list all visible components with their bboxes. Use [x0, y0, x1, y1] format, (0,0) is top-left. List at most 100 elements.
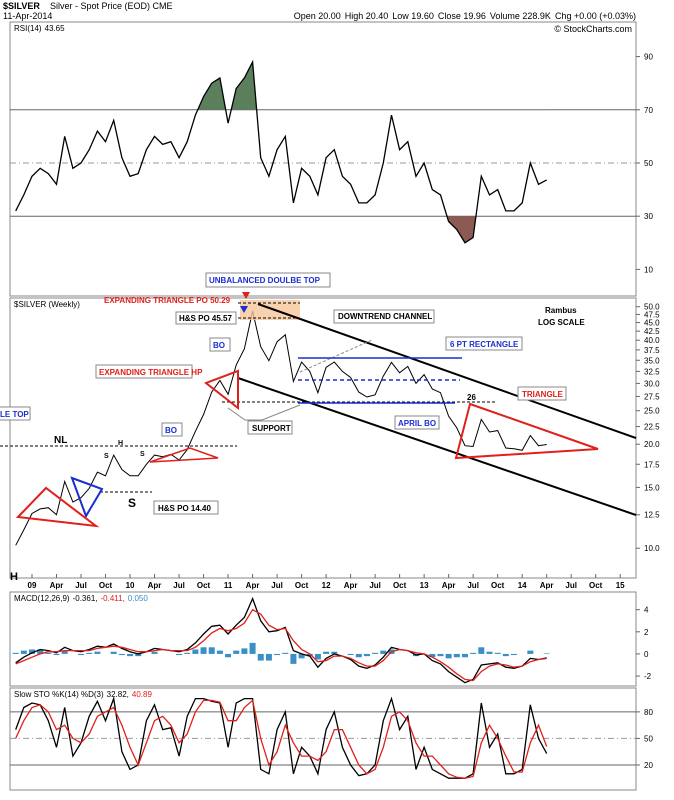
- triangle: [70, 476, 104, 519]
- histogram-bar: [437, 653, 444, 657]
- histogram-bar: [29, 649, 36, 654]
- x-tick-label: Apr: [344, 581, 358, 590]
- annotation: H&S PO 14.40: [158, 504, 211, 513]
- histogram-bar: [216, 650, 223, 654]
- histogram-bar: [110, 651, 117, 654]
- annotation: NL: [54, 435, 67, 446]
- x-tick-label: 12: [322, 581, 331, 590]
- panel-frame: [9, 21, 637, 297]
- y-tick-label: 4: [644, 606, 649, 615]
- legend: $SILVER (Weekly): [14, 300, 80, 309]
- y-tick-label: 12.5: [644, 511, 660, 520]
- legend-value: 32.82,: [107, 690, 129, 699]
- annotation: S: [128, 496, 136, 510]
- quote-item: Chg +0.00 (+0.03%): [555, 11, 636, 21]
- x-tick-label: Jul: [271, 581, 283, 590]
- x-tick-label: Apr: [540, 581, 554, 590]
- annotation: EXPANDING TRIANGLE PO 50.29: [104, 296, 231, 305]
- histogram-bar: [306, 653, 313, 657]
- histogram-bar: [502, 653, 509, 657]
- panel: [15, 310, 547, 546]
- annotation: DOWNTREND CHANNEL: [338, 312, 432, 321]
- y-tick-label: 22.5: [644, 423, 660, 432]
- quote-item: Volume 228.9K: [490, 11, 551, 21]
- x-tick-label: 09: [28, 581, 37, 590]
- annotation: SUPPORT: [252, 424, 291, 433]
- x-tick-label: Jul: [565, 581, 577, 590]
- credit: © StockCharts.com: [554, 24, 632, 34]
- histogram-bar: [429, 653, 436, 658]
- series-line: [15, 608, 547, 682]
- x-tick-label: 13: [420, 581, 429, 590]
- histogram-bar: [347, 653, 354, 656]
- annotation: H&S PO 45.57: [179, 314, 232, 323]
- annotation: 6 PT RECTANGLE: [450, 340, 519, 349]
- quote: Open 20.00 High 20.40 Low 19.60 Close 19.96…: [294, 11, 636, 21]
- label-box: [445, 336, 523, 351]
- y-tick-label: 90: [644, 53, 653, 62]
- y-tick-label: 20.0: [644, 440, 660, 449]
- channel-line: [257, 303, 637, 439]
- legend-title: $SILVER (Weekly): [14, 300, 80, 309]
- annotation: TRIANGLE: [522, 390, 564, 399]
- histogram-bar: [494, 652, 501, 654]
- histogram-bar: [208, 647, 215, 654]
- histogram-bar: [298, 653, 305, 659]
- legend: MACD(12,26,9) -0.361, -0.411, 0.050: [14, 594, 148, 603]
- histogram-bar: [200, 647, 207, 654]
- panel-frame: [9, 591, 637, 687]
- y-tick-label: 15.0: [644, 483, 660, 492]
- label-box: [517, 386, 567, 401]
- histogram-bar: [86, 652, 93, 654]
- histogram-bar: [510, 653, 517, 656]
- x-tick-label: Oct: [99, 581, 113, 590]
- x-tick-label: 10: [126, 581, 135, 590]
- y-tick-label: -2: [644, 672, 652, 681]
- histogram-bar: [151, 651, 158, 654]
- y-tick-label: 32.5: [644, 367, 660, 376]
- annotation: LE TOP: [0, 410, 29, 419]
- histogram-bar: [274, 653, 281, 656]
- panel-frame: [9, 687, 637, 791]
- x-tick-label: Jul: [75, 581, 87, 590]
- histogram-bar: [61, 650, 68, 654]
- x-tick-label: Oct: [589, 581, 603, 590]
- x-tick-label: 15: [616, 581, 625, 590]
- triangle: [454, 402, 599, 460]
- x-tick-label: Apr: [246, 581, 260, 590]
- x-tick-label: Jul: [173, 581, 185, 590]
- histogram-bar: [461, 653, 468, 658]
- panel: [10, 59, 636, 244]
- x-tick-label: Oct: [295, 581, 309, 590]
- panel: [12, 596, 550, 684]
- histogram-bar: [257, 653, 264, 661]
- arrow: [242, 292, 250, 299]
- overbought-fill: [197, 61, 257, 110]
- histogram-bar: [127, 653, 134, 657]
- label-box: [0, 406, 31, 421]
- annotation: H: [10, 571, 18, 583]
- x-tick-label: Oct: [393, 581, 407, 590]
- quote-item: Open 20.00: [294, 11, 341, 21]
- histogram-bar: [265, 653, 272, 661]
- x-tick-label: Apr: [148, 581, 162, 590]
- header: $SILVER Silver - Spot Price (EOD) CME 11…: [3, 1, 636, 34]
- histogram-bar: [53, 653, 60, 656]
- label-box: [209, 337, 231, 352]
- y-tick-label: 20: [644, 761, 653, 770]
- x-tick-label: Apr: [50, 581, 64, 590]
- y-tick-label: 45.0: [644, 319, 660, 328]
- date: 11-Apr-2014: [3, 11, 52, 21]
- label-box: [161, 422, 183, 437]
- arrow: [240, 306, 248, 313]
- histogram-bar: [233, 650, 240, 654]
- series-line: [15, 310, 547, 546]
- histogram-bar: [135, 653, 142, 657]
- label-box: [95, 364, 193, 379]
- panel-frame: [9, 297, 637, 579]
- y-tick-label: 37.5: [644, 346, 660, 355]
- histogram-bar: [486, 651, 493, 654]
- histogram-bar: [527, 650, 534, 654]
- annotation: APRIL BO: [398, 419, 436, 428]
- y-tick-label: 40.0: [644, 336, 660, 345]
